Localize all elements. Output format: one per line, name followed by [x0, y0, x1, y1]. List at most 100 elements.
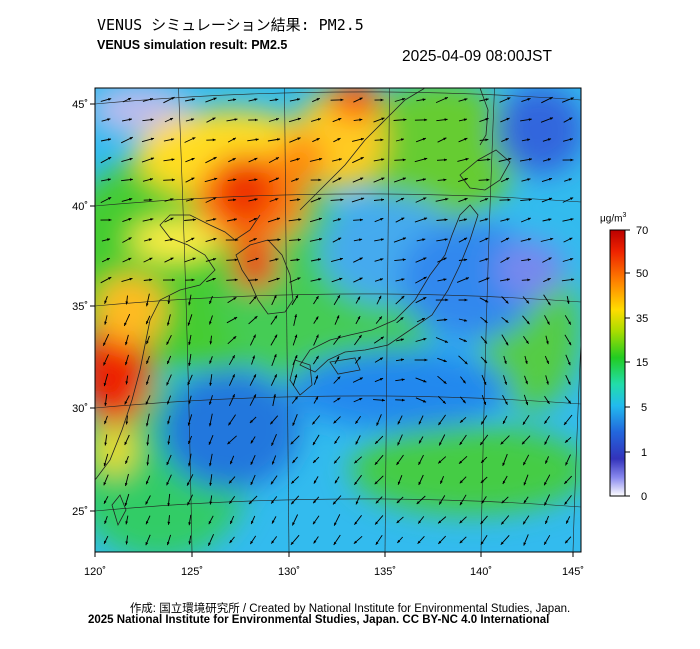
wind-arrow — [100, 98, 112, 102]
wind-arrow — [565, 516, 571, 524]
wind-arrow — [228, 354, 236, 366]
wind-arrow — [166, 355, 172, 365]
wind-arrow — [142, 178, 154, 182]
wind-arrow — [563, 237, 573, 243]
wind-arrow — [540, 117, 554, 123]
wind-arrow — [438, 434, 446, 446]
wind-arrow — [167, 493, 171, 507]
wind-arrow — [418, 415, 424, 425]
wind-arrow — [334, 476, 340, 484]
wind-arrow — [290, 534, 300, 546]
colorbar-gradient — [609, 229, 626, 497]
wind-arrow — [437, 456, 447, 464]
wind-arrow — [543, 294, 551, 306]
wind-arrow — [312, 456, 320, 464]
wind-arrow — [145, 534, 151, 546]
wind-arrow — [521, 278, 531, 282]
wind-arrow — [101, 257, 111, 263]
wind-arrow — [123, 313, 131, 327]
wind-arrow — [354, 474, 362, 486]
wind-arrow — [103, 495, 109, 505]
wind-arrow — [145, 495, 151, 505]
wind-arrow — [250, 515, 256, 525]
lon-label-130: 130˚ — [278, 566, 300, 578]
wind-arrow — [312, 496, 320, 504]
wind-arrow — [270, 536, 278, 544]
wind-arrow — [100, 196, 112, 204]
wind-arrow — [209, 395, 213, 405]
wind-arrow — [185, 157, 195, 163]
wind-arrow — [143, 238, 153, 242]
wind-arrow — [393, 118, 407, 122]
wind-arrow — [396, 516, 404, 524]
wind-arrow — [374, 238, 384, 242]
wind-arrow — [415, 296, 427, 304]
wind-arrow — [352, 177, 364, 183]
wind-arrow — [374, 357, 384, 363]
wind-arrow — [354, 334, 362, 346]
wind-arrow — [122, 237, 132, 243]
wind-arrow — [355, 296, 361, 304]
wind-arrow — [354, 515, 362, 525]
wind-arrow — [292, 456, 298, 464]
wind-arrow — [184, 257, 196, 263]
parallel-line — [95, 293, 581, 307]
wind-arrow — [332, 177, 342, 183]
wind-arrow — [185, 118, 195, 122]
wind-arrow — [122, 257, 132, 263]
wind-arrow — [479, 138, 489, 142]
wind-arrow — [562, 218, 574, 222]
wind-arrow — [479, 237, 489, 243]
wind-arrow — [334, 355, 340, 365]
wind-arrow — [332, 495, 342, 505]
wind-arrow — [313, 476, 319, 484]
wind-arrow — [268, 177, 280, 183]
wind-arrow — [104, 415, 108, 425]
wind-arrow — [188, 395, 192, 405]
wind-arrow — [503, 355, 507, 365]
wind-arrow — [226, 258, 238, 262]
wind-arrow — [228, 394, 236, 406]
wind-arrow — [205, 156, 217, 164]
wind-arrow — [166, 334, 172, 346]
wind-arrow — [188, 535, 192, 545]
wind-arrow — [289, 277, 301, 283]
parallel-line — [95, 193, 581, 207]
title-en: VENUS simulation result: PM2.5 — [97, 38, 288, 52]
wind-arrow — [522, 415, 530, 425]
wind-arrow — [562, 197, 574, 203]
wind-arrow — [500, 257, 510, 263]
wind-arrow — [355, 435, 361, 445]
wind-arrow — [313, 536, 319, 544]
colorbar-tick-5: 5 — [641, 402, 647, 414]
wind-arrow — [353, 397, 363, 403]
wind-arrow — [146, 355, 150, 365]
wind-arrow — [415, 397, 427, 403]
lon-label-125: 125˚ — [181, 566, 203, 578]
wind-arrow — [415, 337, 427, 342]
wind-arrow — [393, 177, 407, 183]
wind-arrow — [229, 515, 235, 525]
wind-arrow — [334, 315, 340, 325]
wind-arrow — [206, 277, 216, 283]
wind-arrow — [250, 436, 256, 444]
wind-arrow — [125, 535, 129, 545]
title-jp: VENUS シミュレーション結果: PM2.5 — [97, 16, 364, 34]
wind-arrow — [293, 314, 297, 326]
wind-arrow — [500, 535, 510, 545]
wind-arrow — [524, 375, 528, 385]
wind-arrow — [415, 377, 427, 383]
wind-arrow — [310, 258, 322, 262]
wind-arrow — [167, 295, 171, 305]
wind-arrow — [248, 495, 258, 505]
wind-arrow — [310, 197, 322, 203]
wind-arrow — [499, 97, 511, 103]
wind-arrow — [249, 394, 257, 406]
wind-arrow — [416, 495, 426, 505]
wind-arrow — [355, 416, 361, 424]
wind-arrow — [563, 475, 573, 485]
wind-arrow — [435, 337, 449, 343]
wind-arrow — [394, 98, 406, 102]
wind-arrow — [544, 416, 550, 424]
